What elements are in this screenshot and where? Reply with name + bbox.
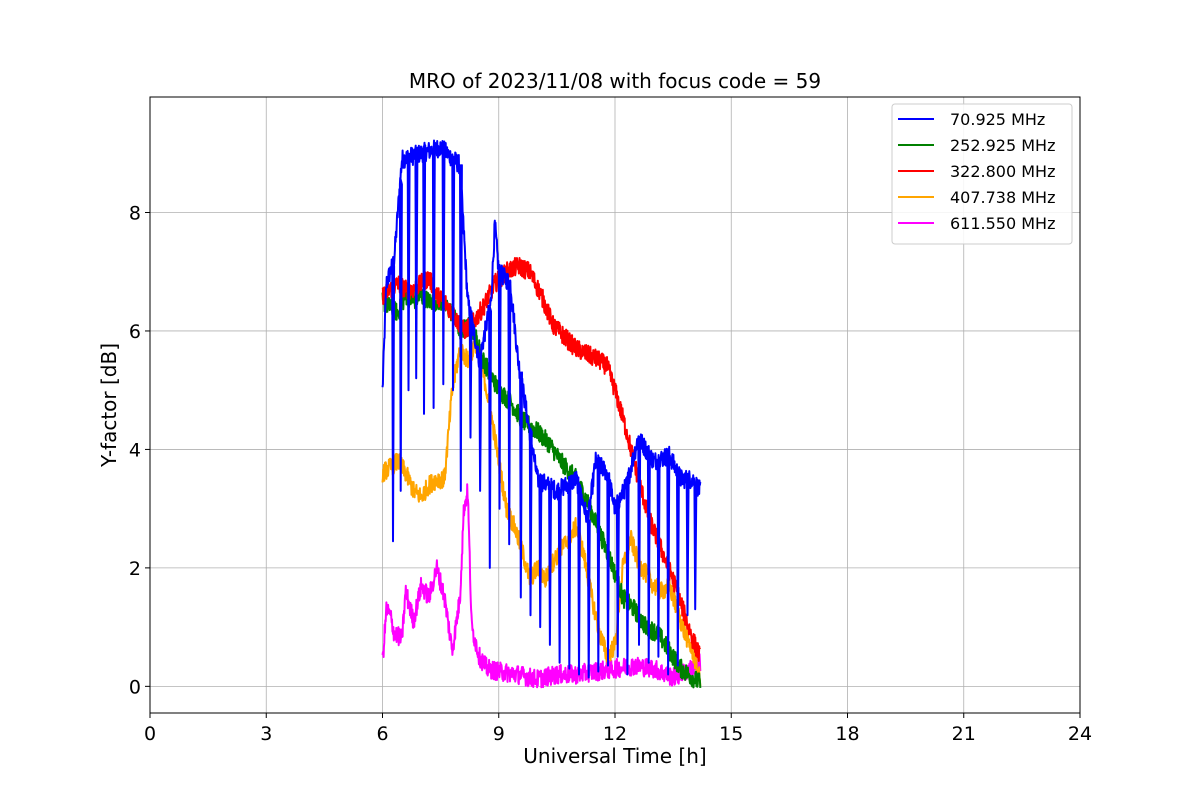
x-tick-label: 0 (144, 723, 156, 745)
x-tick-label: 15 (719, 723, 743, 745)
x-tick-label: 9 (493, 723, 505, 745)
x-tick-label: 3 (260, 723, 272, 745)
legend-label: 252.925 MHz (950, 136, 1055, 155)
y-tick-label: 0 (129, 676, 141, 698)
x-tick-label: 18 (835, 723, 859, 745)
plot-area (381, 139, 702, 689)
x-tick-label: 12 (603, 723, 627, 745)
y-tick-label: 8 (129, 203, 141, 225)
y-tick-label: 2 (129, 558, 141, 580)
y-tick-label: 4 (129, 439, 141, 461)
series-line-0 (381, 139, 702, 679)
series-line-4 (381, 483, 702, 689)
x-axis-ticks: 0 3 6 9 12 15 18 21 24 (144, 713, 1092, 745)
x-tick-label: 24 (1068, 723, 1092, 745)
legend-label: 70.925 MHz (950, 110, 1045, 129)
y-axis-label: Y-factor [dB] (97, 343, 121, 468)
y-axis-ticks: 0 2 4 6 8 (129, 203, 150, 698)
y-tick-label: 6 (129, 321, 141, 343)
legend-label: 611.550 MHz (950, 214, 1055, 233)
legend-label: 407.738 MHz (950, 188, 1055, 207)
series-line-1 (381, 288, 702, 689)
legend-box (891, 103, 1073, 245)
x-tick-label: 21 (952, 723, 976, 745)
legend-label: 322.800 MHz (950, 162, 1055, 181)
x-axis-label: Universal Time [h] (523, 744, 706, 768)
chart-title: MRO of 2023/11/08 with focus code = 59 (409, 69, 821, 93)
x-tick-label: 6 (376, 723, 388, 745)
chart-legend: 70.925 MHz 252.925 MHz 322.800 MHz 407.738 … (891, 103, 1073, 245)
